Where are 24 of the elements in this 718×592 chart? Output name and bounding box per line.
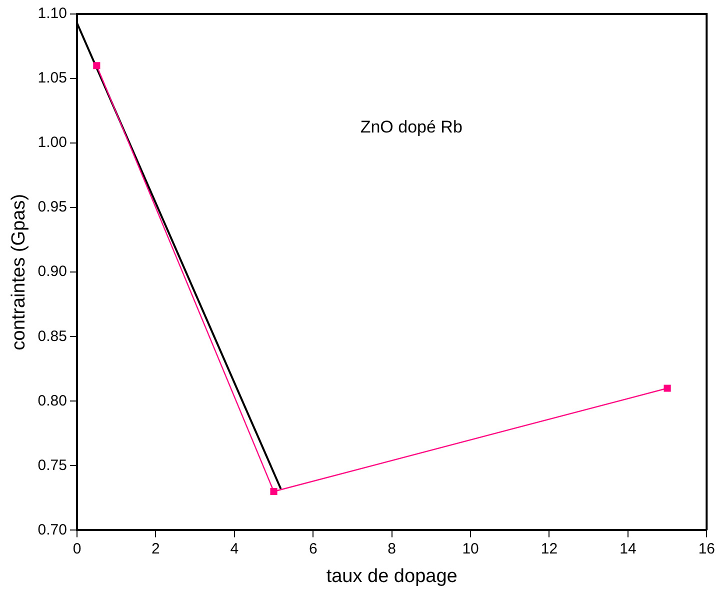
point xyxy=(270,488,278,496)
x-tick-label: 2 xyxy=(152,540,160,558)
x-tick-label: 8 xyxy=(388,540,396,558)
point xyxy=(93,62,100,70)
y-tick-label: 1.00 xyxy=(38,134,67,152)
x-tick-label: 4 xyxy=(230,540,239,558)
x-tick-label: 10 xyxy=(462,540,479,558)
x-tick-label: 14 xyxy=(620,540,636,558)
y-tick-label: 0.85 xyxy=(38,328,67,345)
y-tick-label: 0.95 xyxy=(38,198,67,216)
y-tick-label: 0.80 xyxy=(38,392,67,410)
y-tick-label: 0.90 xyxy=(38,263,67,280)
y-tick-label: 1.05 xyxy=(38,70,67,87)
x-tick-label: 12 xyxy=(540,540,558,558)
y-tick-label: 0.70 xyxy=(38,521,67,538)
x-tick-label: 0 xyxy=(72,540,82,558)
annotation: ZnO dopé Rb xyxy=(360,117,462,136)
y-tick-label: 1.10 xyxy=(38,5,67,22)
point xyxy=(664,384,671,392)
y-axis-title: contraintes (Gpas) xyxy=(8,194,30,350)
y-tick-label: 0.75 xyxy=(38,456,67,474)
x-axis-title: taux de dopage xyxy=(326,566,458,587)
x-tick-label: 16 xyxy=(698,540,715,558)
x-tick-label: 6 xyxy=(308,540,318,558)
